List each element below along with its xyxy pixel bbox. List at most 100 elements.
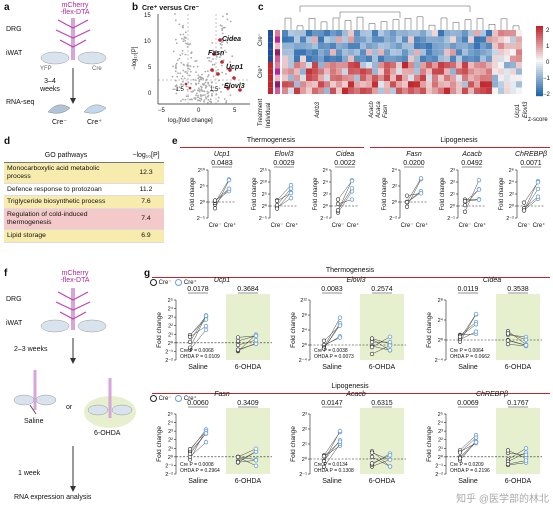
go-table: GO pathways −log₁₀[P] Monocarboxylic aci… — [4, 150, 164, 243]
volcano-point — [175, 62, 178, 65]
yfp-label-a: YFP — [40, 66, 52, 72]
heatmap-cell — [318, 68, 324, 75]
heatmap-cell — [426, 68, 432, 75]
volcano-point — [194, 83, 197, 85]
volcano-point — [187, 67, 189, 70]
heatmap-cell — [306, 81, 312, 88]
cre-pos-point — [253, 333, 259, 338]
heatmap-cell — [390, 49, 396, 56]
heatmap-cell — [474, 30, 480, 37]
volcano-point — [202, 94, 205, 97]
cre-neg-point — [321, 459, 327, 464]
cre-neg-point — [404, 193, 410, 198]
heatmap-cell — [294, 62, 300, 69]
colorbar-segment — [536, 78, 543, 81]
heatmap-cell — [282, 87, 288, 94]
treatment-bar — [268, 68, 273, 75]
cre-pos-point — [253, 458, 259, 463]
pair-line — [406, 193, 422, 196]
volcano-point — [204, 70, 207, 73]
y-tick-label: 2⁻⁵ — [259, 215, 267, 222]
heatmap-cell — [516, 81, 522, 88]
g-p-saline: 0.0147 — [321, 400, 343, 407]
y-tick-label: 2⁰ — [262, 203, 268, 210]
y-tick-label: 2⁵ — [168, 297, 173, 304]
volcano-point — [193, 89, 196, 91]
heatmap-cell — [468, 55, 474, 62]
panel-letter-b: b — [132, 2, 139, 13]
heatmap-cell — [294, 42, 300, 50]
ohda-p-stat: OHDA P = 0.1308 — [314, 468, 354, 474]
or-label: or — [66, 404, 73, 411]
volcano-point — [209, 90, 212, 92]
pair-line — [464, 189, 480, 206]
go-value: 11.2 — [139, 185, 153, 193]
cre-neg-point — [187, 339, 193, 344]
heatmap-cell — [414, 49, 420, 56]
heatmap-cell — [498, 42, 504, 50]
cre-neg-point — [521, 208, 527, 213]
e-gene-title: Elovl3 — [274, 151, 293, 158]
volcano-point — [204, 96, 207, 99]
colorbar-segment — [536, 54, 543, 57]
heatmap-cell — [378, 36, 384, 43]
heatmap-cell — [510, 62, 516, 69]
heatmap-cell — [504, 87, 510, 94]
e-p-value: 0.0029 — [273, 160, 295, 167]
volcano-point — [216, 53, 219, 56]
heatmap-cell — [378, 74, 384, 82]
heatmap-cell — [336, 74, 342, 82]
volcano-point — [226, 18, 229, 21]
heatmap-cell — [378, 55, 384, 62]
scale-tick: 2 — [546, 28, 550, 34]
volcano-point — [225, 84, 228, 87]
individual-bar — [275, 55, 280, 62]
pair-line — [337, 191, 353, 213]
heatmap-cell — [414, 30, 420, 37]
volcano-point — [208, 100, 211, 103]
volcano-point — [220, 43, 223, 46]
pair-line — [459, 442, 477, 459]
volcano-point — [175, 79, 177, 82]
heatmap-cell — [336, 68, 342, 75]
pair-line — [323, 430, 341, 462]
volcano-point — [220, 90, 222, 93]
volcano-ytick: 5 — [148, 65, 152, 71]
colorbar-segment — [536, 72, 543, 75]
pair-line — [189, 319, 207, 336]
volcano-point — [174, 66, 177, 69]
colorbar-segment — [536, 38, 543, 41]
cre-neg-point — [321, 338, 327, 343]
go-row: Lipid storage 6.9 — [4, 229, 164, 243]
y-tick-label: 2⁻¹ — [299, 472, 307, 478]
heatmap-cell — [312, 62, 318, 69]
cre-label-a: Cre — [92, 66, 102, 72]
volcano-xtick: −5 — [158, 108, 165, 114]
pair-line — [507, 333, 527, 340]
heatmap-cell — [432, 62, 438, 69]
g-p-ohda: 0.3409 — [237, 400, 259, 407]
volcano-ytick: 10 — [144, 39, 151, 45]
volcano-point — [207, 91, 210, 94]
volcano-point — [179, 33, 182, 36]
colorbar-segment — [536, 86, 543, 89]
volcano-point — [184, 31, 187, 34]
e-xlabel: Cre⁺ — [224, 222, 237, 229]
heatmap-cell — [312, 30, 318, 37]
heatmap-cell — [396, 55, 402, 62]
cre-pos-point — [473, 329, 479, 334]
dendrogram-branch — [299, 5, 471, 12]
colorbar-segment — [536, 68, 543, 71]
heatmap-cell — [510, 49, 516, 56]
heatmap-cell — [498, 36, 504, 43]
go-row: Monocarboxylic acid metabolic process 12… — [4, 163, 164, 184]
heatmap-cell — [342, 55, 348, 62]
heatmap-cell — [312, 68, 318, 75]
heatmap-cell — [420, 68, 426, 75]
heatmap-cell — [486, 30, 492, 37]
heatmap-cell — [336, 55, 342, 62]
y-tick-label: 2¹ — [168, 332, 173, 338]
heatmap-cell — [330, 74, 336, 82]
heatmap-cell — [336, 81, 342, 88]
